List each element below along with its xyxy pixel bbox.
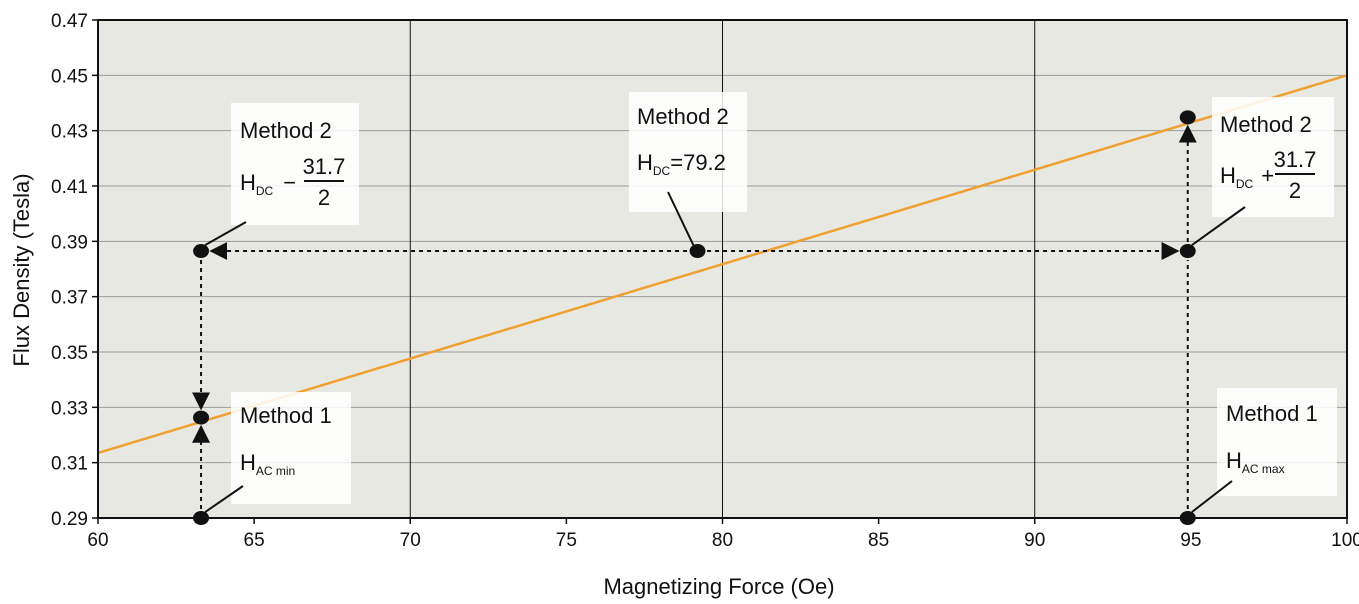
annotation-fraction-numerator: 31.7 — [303, 154, 346, 179]
annotation-formula: HDC − — [240, 170, 296, 198]
annotation-fraction-denominator: 2 — [318, 185, 330, 210]
annotation-box — [231, 392, 351, 504]
annotation-box — [629, 92, 747, 212]
annotation-title: Method 2 — [240, 118, 332, 143]
pointer-line — [204, 485, 244, 513]
data-point — [1179, 244, 1196, 259]
x-tick-label: 65 — [244, 530, 265, 551]
pointer-line — [667, 191, 695, 246]
data-point — [1179, 110, 1196, 125]
annotation-formula: HAC min — [240, 450, 295, 478]
pointer-line — [1191, 206, 1246, 246]
annotation-left-method2: Method 2 HDC − 31.7 2 — [240, 118, 345, 210]
annotation-box — [1212, 97, 1334, 217]
y-tick-label: 0.35 — [51, 343, 88, 364]
annotation-pointers — [204, 191, 1246, 513]
annotation-fraction-numerator: 31.7 — [1274, 147, 1317, 172]
x-tick-label: 80 — [712, 530, 733, 551]
series-line — [97, 74, 1348, 455]
y-tick-label: 0.41 — [51, 177, 88, 198]
x-tick-label: 85 — [868, 530, 889, 551]
y-tick-label: 0.33 — [51, 398, 88, 419]
data-point — [193, 410, 210, 425]
annotation-title: Method 1 — [240, 403, 332, 428]
x-tick-label: 95 — [1180, 530, 1201, 551]
grid — [98, 20, 1347, 518]
y-tick-label: 0.43 — [51, 122, 88, 143]
data-point — [193, 244, 210, 259]
annotation-title: Method 2 — [637, 104, 729, 129]
y-tick-label: 0.45 — [51, 66, 88, 87]
pointer-line — [1191, 480, 1233, 513]
annotation-boxes — [231, 92, 1337, 504]
y-tick-label: 0.31 — [51, 454, 88, 475]
y-axis-title: Flux Density (Tesla) — [9, 173, 34, 366]
annotation-formula: HDC=79.2 — [637, 150, 726, 178]
x-tick-label: 100 — [1331, 530, 1359, 551]
x-tick-label: 60 — [87, 530, 108, 551]
annotation-right-method1: Method 1 HAC max — [1226, 401, 1318, 476]
data-points — [193, 110, 1196, 525]
y-tick-label: 0.39 — [51, 232, 88, 253]
series — [97, 74, 1348, 455]
annotation-center-method2: Method 2 HDC=79.2 — [637, 104, 729, 178]
annotation-formula: HAC max — [1226, 448, 1285, 476]
annotation-title: Method 1 — [1226, 401, 1318, 426]
y-tick-label: 0.37 — [51, 288, 88, 309]
x-tick-label: 70 — [400, 530, 421, 551]
x-axis-title: Magnetizing Force (Oe) — [603, 574, 834, 599]
y-tick-label: 0.29 — [51, 509, 88, 530]
annotation-right-method2: Method 2 HDC + 31.7 2 — [1220, 112, 1316, 203]
annotation-formula: HDC + — [1220, 163, 1274, 191]
plot-frame — [97, 19, 1348, 519]
x-tick-label: 90 — [1024, 530, 1045, 551]
x-tick-label: 75 — [556, 530, 577, 551]
annotation-left-method1: Method 1 HAC min — [240, 403, 332, 478]
axis-ticks: 60 65 70 75 80 85 90 95 100 0.29 0.31 0.33 0.35 0.37 0… — [51, 11, 1359, 551]
annotation-box — [1217, 388, 1337, 496]
annotation-fraction-denominator: 2 — [1289, 178, 1301, 203]
annotation-box — [231, 103, 359, 225]
pointer-line — [204, 221, 247, 246]
data-point — [689, 244, 706, 259]
annotation-title: Method 2 — [1220, 112, 1312, 137]
y-tick-label: 0.47 — [51, 11, 88, 32]
